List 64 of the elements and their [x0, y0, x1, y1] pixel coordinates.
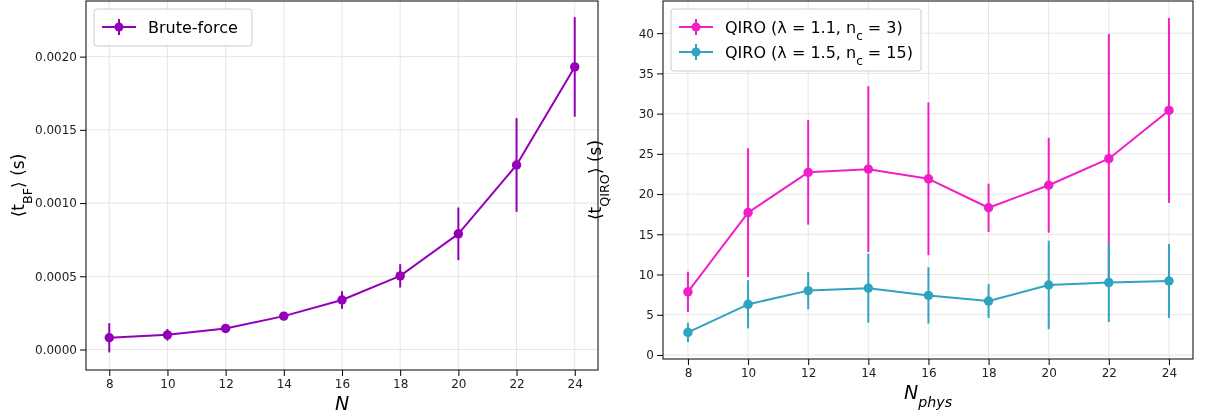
- point: [511, 160, 522, 170]
- legend-label: QIRO (λ = 1.5, n$_{c}$ = 15): [725, 43, 913, 68]
- legend-label: Brute-force: [148, 18, 238, 37]
- x-axis-title: N$_{phys}$: [903, 381, 953, 410]
- y-tick-label: 0: [646, 348, 654, 363]
- y-tick-label: 35: [638, 66, 654, 81]
- y-tick-label: 0.0005: [35, 269, 77, 284]
- point: [863, 283, 874, 293]
- x-tick-label: 24: [567, 376, 583, 391]
- point: [743, 299, 753, 310]
- point: [1043, 280, 1054, 290]
- point: [1164, 105, 1174, 116]
- point: [570, 62, 580, 72]
- point: [337, 295, 347, 305]
- y-tick-label: 0.0010: [35, 196, 77, 211]
- y-tick-label: 30: [638, 106, 654, 121]
- x-tick-label: 20: [451, 376, 467, 391]
- y-tick-label: 0.0015: [35, 123, 77, 138]
- y-tick-label: 25: [638, 147, 654, 162]
- point: [983, 296, 994, 306]
- y-tick-label: 0.0000: [35, 342, 77, 357]
- point: [863, 164, 874, 174]
- point: [453, 229, 464, 239]
- point: [220, 323, 231, 334]
- x-tick-label: 16: [334, 376, 351, 391]
- point: [803, 167, 813, 178]
- x-tick-label: 24: [1161, 365, 1178, 380]
- y-tick-label: 15: [638, 227, 654, 242]
- x-tick-label: 12: [801, 365, 817, 380]
- x-tick-label: 20: [1041, 365, 1057, 380]
- point: [104, 333, 114, 343]
- x-tick-label: 22: [1101, 365, 1117, 380]
- x-tick-label: 14: [276, 376, 292, 391]
- point: [279, 311, 289, 321]
- x-tick-label: 22: [509, 376, 525, 391]
- point: [983, 203, 994, 213]
- point: [1104, 277, 1114, 288]
- point: [923, 174, 934, 184]
- y-tick-label: 20: [638, 187, 654, 202]
- x-tick-label: 10: [160, 376, 176, 391]
- x-tick-label: 14: [861, 365, 877, 380]
- point: [1104, 153, 1114, 164]
- y-tick-label: 5: [646, 308, 654, 323]
- point: [743, 207, 753, 218]
- point: [923, 290, 934, 301]
- x-tick-label: 16: [921, 365, 937, 380]
- y-tick-label: 40: [638, 26, 654, 41]
- point: [803, 285, 813, 296]
- point: [162, 330, 173, 340]
- y-tick-label: 0.0020: [35, 49, 77, 64]
- x-tick-label: 18: [393, 376, 409, 391]
- point: [1164, 276, 1174, 286]
- y-tick-label: 10: [638, 267, 654, 282]
- x-tick-label: 18: [981, 365, 997, 380]
- x-axis-title: N: [334, 392, 350, 414]
- point: [683, 287, 693, 297]
- x-tick-label: 10: [740, 365, 757, 380]
- point: [395, 271, 405, 281]
- x-tick-label: 8: [105, 376, 114, 391]
- point: [1043, 180, 1054, 190]
- x-tick-label: 12: [218, 376, 234, 391]
- x-tick-label: 8: [684, 365, 693, 380]
- point: [683, 327, 693, 338]
- legend-label: QIRO (λ = 1.1, n$_{c}$ = 3): [725, 18, 903, 43]
